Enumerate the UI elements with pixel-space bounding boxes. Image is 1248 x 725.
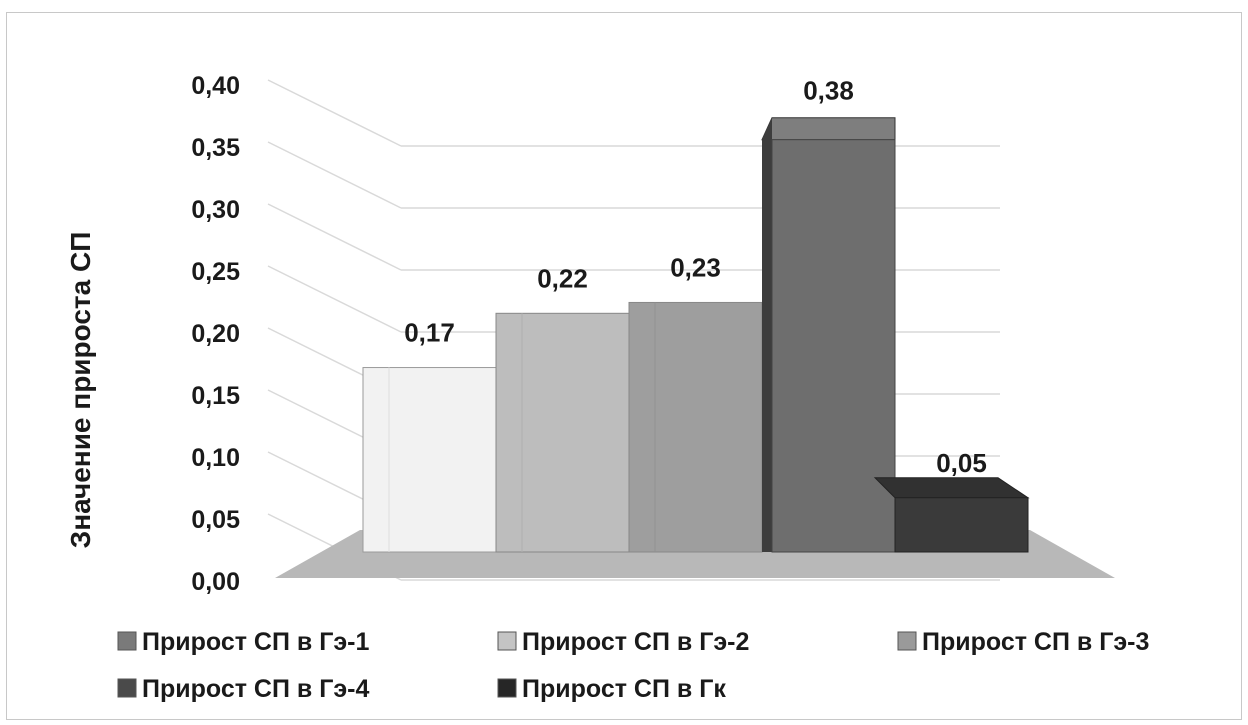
bar-front-face bbox=[362, 367, 497, 553]
legend-swatch bbox=[497, 631, 517, 651]
y-axis-label: Значение прироста СП bbox=[65, 232, 96, 549]
bar bbox=[495, 312, 630, 553]
y-tick-label: 0,25 bbox=[191, 258, 240, 286]
bar-front-face bbox=[495, 312, 630, 553]
bar-front-face bbox=[771, 139, 896, 553]
legend-label: Прирост СП в Гэ-3 bbox=[922, 628, 1149, 656]
bar-top-face bbox=[873, 477, 1030, 499]
legend-swatch bbox=[117, 678, 137, 698]
bar-front-face bbox=[628, 301, 763, 553]
gridline-side bbox=[267, 79, 402, 147]
y-tick-label: 0,05 bbox=[191, 506, 240, 534]
bars bbox=[362, 117, 1030, 553]
legend-swatch bbox=[497, 678, 517, 698]
legend-item: Прирост СП в Гэ-1 bbox=[117, 628, 370, 656]
data-label: 0,23 bbox=[670, 252, 721, 282]
data-label: 0,22 bbox=[537, 263, 588, 293]
legend-label: Прирост СП в Гэ-2 bbox=[522, 628, 749, 656]
legend-item: Прирост СП в Гк bbox=[497, 675, 726, 703]
legend-label: Прирост СП в Гэ-1 bbox=[142, 628, 370, 656]
y-tick-label: 0,00 bbox=[191, 568, 240, 596]
bar-top-face bbox=[761, 117, 896, 141]
y-tick-label: 0,30 bbox=[191, 196, 240, 224]
legend-swatch bbox=[897, 631, 917, 651]
bar-front-face bbox=[894, 497, 1029, 553]
legend-item: Прирост СП в Гэ-3 bbox=[897, 628, 1149, 656]
y-tick-label: 0,10 bbox=[191, 444, 240, 472]
y-tick-label: 0,40 bbox=[191, 72, 240, 100]
gridline-side bbox=[267, 141, 402, 209]
legend: Прирост СП в Гэ-1 Прирост СП в Гэ-2 Прирос… bbox=[117, 628, 1149, 703]
gridline-side bbox=[267, 265, 402, 333]
bar bbox=[362, 367, 497, 553]
data-labels: 0,17 0,22 0,23 0,38 0,05 bbox=[404, 76, 987, 478]
bar bbox=[873, 477, 1030, 553]
bar bbox=[761, 117, 896, 553]
legend-item: Прирост СП в Гэ-4 bbox=[117, 675, 370, 703]
data-label: 0,05 bbox=[936, 448, 987, 478]
y-tick-label: 0,15 bbox=[191, 382, 240, 410]
gridline-side bbox=[267, 203, 402, 271]
y-axis-ticks: 0,00 0,05 0,10 0,15 0,20 0,25 0,30 0,35 0,40 bbox=[191, 72, 240, 596]
data-label: 0,17 bbox=[404, 318, 455, 348]
y-tick-label: 0,20 bbox=[191, 320, 240, 348]
y-tick-label: 0,35 bbox=[191, 134, 240, 162]
bar-side-face bbox=[762, 117, 772, 552]
legend-label: Прирост СП в Гэ-4 bbox=[142, 675, 370, 703]
legend-item: Прирост СП в Гэ-2 bbox=[497, 628, 749, 656]
data-label: 0,38 bbox=[803, 76, 854, 106]
legend-label: Прирост СП в Гк bbox=[522, 675, 726, 703]
bar bbox=[628, 301, 763, 553]
legend-swatch bbox=[117, 631, 137, 651]
